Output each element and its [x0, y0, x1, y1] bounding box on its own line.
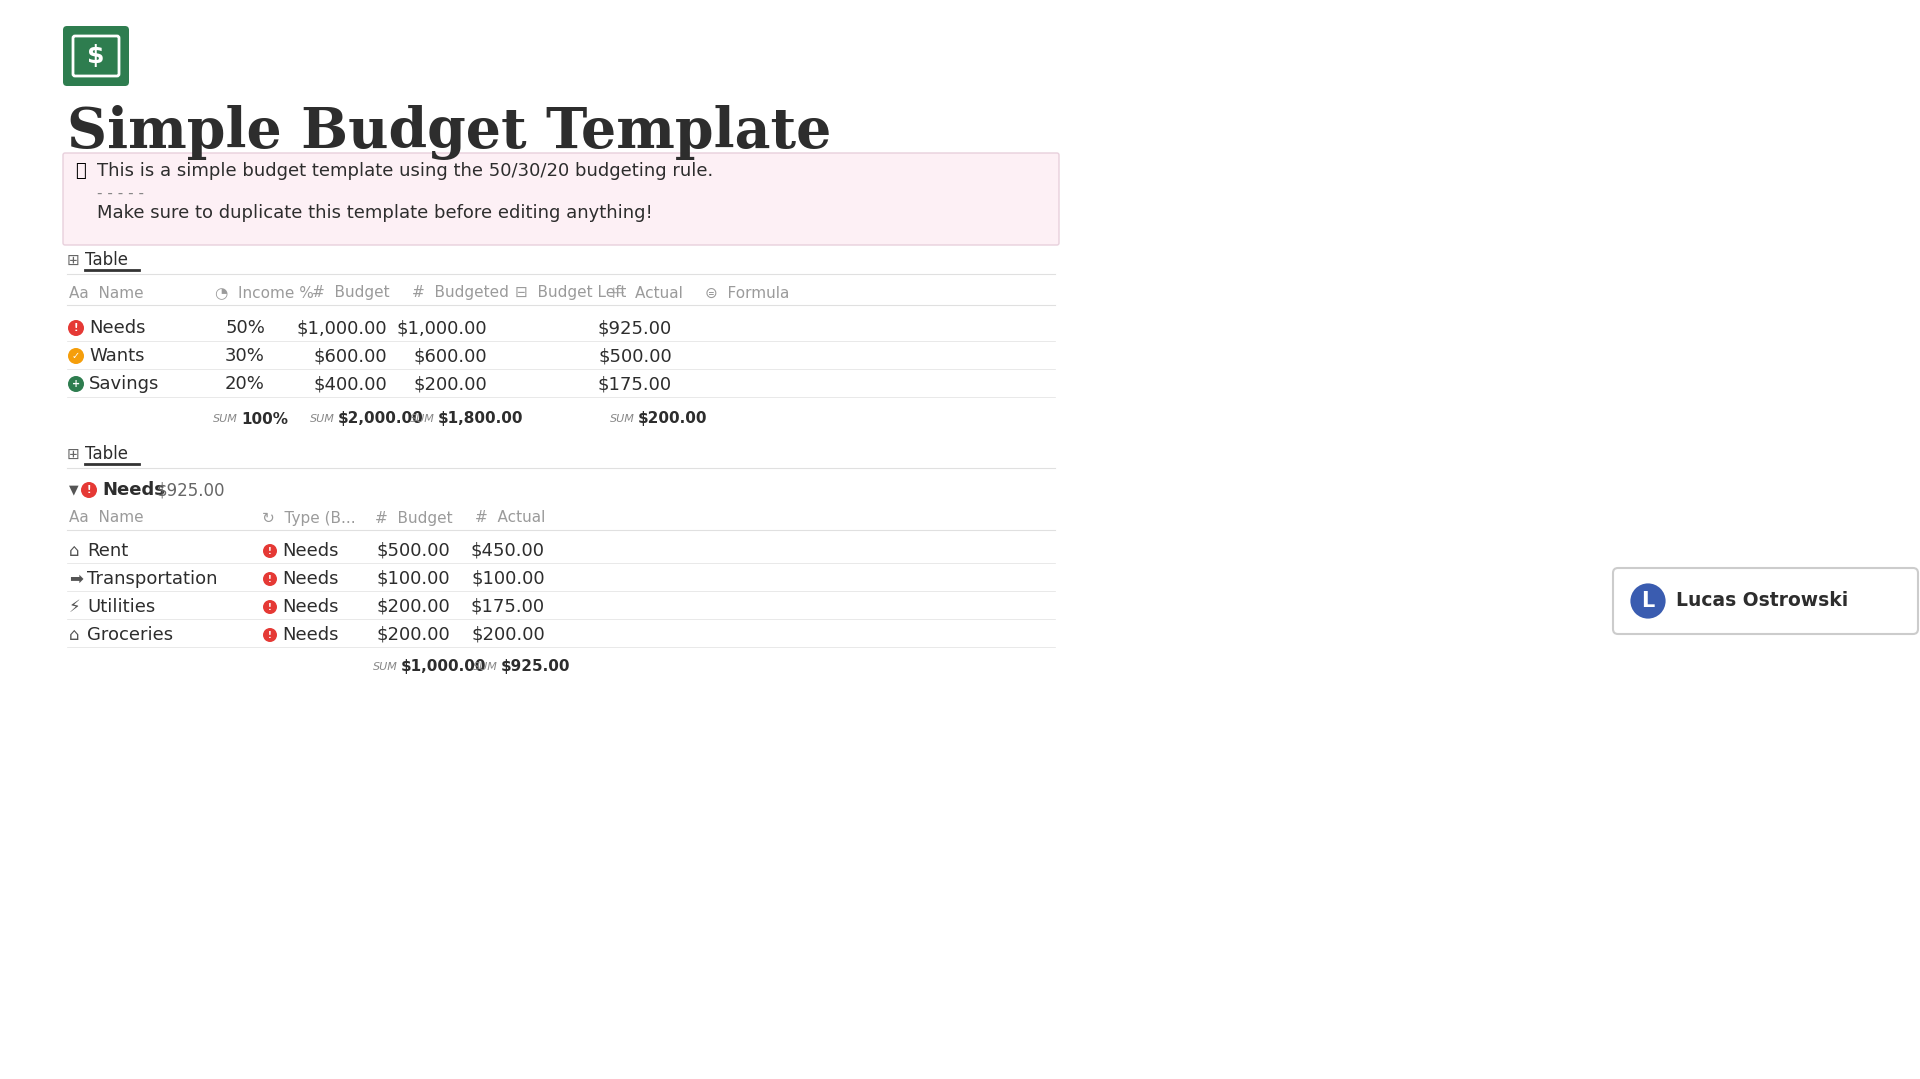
Text: Needs: Needs [282, 598, 338, 616]
Text: $200.00: $200.00 [376, 598, 449, 616]
Text: Needs: Needs [282, 626, 338, 644]
Text: SUM: SUM [472, 663, 497, 672]
FancyBboxPatch shape [1613, 568, 1918, 634]
Text: $175.00: $175.00 [597, 375, 672, 393]
Text: $925.00: $925.00 [597, 319, 672, 337]
Circle shape [263, 600, 276, 614]
Text: Transportation: Transportation [86, 570, 217, 588]
Text: SUM: SUM [411, 414, 434, 424]
Text: ⊞: ⊞ [67, 447, 81, 462]
Text: !: ! [269, 546, 273, 556]
Text: 100%: 100% [242, 411, 288, 426]
FancyBboxPatch shape [63, 26, 129, 86]
Text: 20%: 20% [225, 375, 265, 393]
Circle shape [263, 572, 276, 586]
Text: $1,800.00: $1,800.00 [438, 411, 524, 426]
Text: #  Actual: # Actual [474, 510, 545, 525]
Text: Make sure to duplicate this template before editing anything!: Make sure to duplicate this template bef… [98, 204, 653, 222]
Text: Table: Table [84, 251, 129, 269]
Text: $450.00: $450.00 [470, 542, 545, 560]
Text: ⊜  Formula: ⊜ Formula [705, 286, 789, 300]
Text: 50%: 50% [225, 319, 265, 337]
Text: $2,000.00: $2,000.00 [338, 411, 424, 426]
Circle shape [81, 482, 98, 498]
Text: SUM: SUM [309, 414, 334, 424]
Text: Needs: Needs [88, 319, 146, 337]
Text: $600.00: $600.00 [313, 347, 388, 365]
Circle shape [67, 320, 84, 336]
Text: !: ! [269, 630, 273, 640]
Text: ⌂: ⌂ [69, 542, 79, 560]
Text: ⊞: ⊞ [67, 252, 81, 268]
Text: $100.00: $100.00 [376, 570, 449, 588]
Text: Aa  Name: Aa Name [69, 286, 144, 300]
Circle shape [1628, 582, 1667, 620]
Text: ⚡: ⚡ [69, 598, 81, 616]
Text: $1,000.00: $1,000.00 [396, 319, 488, 337]
Text: Table: Table [84, 445, 129, 463]
Text: Wants: Wants [88, 347, 144, 365]
Text: !: ! [73, 323, 79, 333]
Text: 🔖: 🔖 [75, 162, 86, 180]
Text: $500.00: $500.00 [376, 542, 449, 560]
Text: $600.00: $600.00 [413, 347, 488, 365]
Circle shape [263, 628, 276, 642]
Text: ⌂: ⌂ [69, 626, 79, 644]
Circle shape [263, 544, 276, 558]
Text: Utilities: Utilities [86, 598, 156, 616]
Text: Needs: Needs [282, 542, 338, 560]
Text: $200.00: $200.00 [376, 626, 449, 644]
Text: !: ! [269, 602, 273, 612]
Text: +: + [71, 379, 81, 390]
Text: $100.00: $100.00 [472, 570, 545, 588]
Text: Aa  Name: Aa Name [69, 510, 144, 525]
Text: #  Budgeted: # Budgeted [413, 286, 509, 300]
Text: L: L [1642, 591, 1655, 611]
Text: SUM: SUM [611, 414, 636, 424]
Text: $1,000.00: $1,000.00 [296, 319, 388, 337]
Text: SUM: SUM [372, 663, 397, 672]
Circle shape [67, 349, 84, 364]
Text: $175.00: $175.00 [470, 598, 545, 616]
Text: ↻  Type (B...: ↻ Type (B... [261, 510, 355, 525]
Text: $400.00: $400.00 [313, 375, 388, 393]
Text: ▼: ▼ [69, 483, 79, 496]
Text: ⊢  Actual: ⊢ Actual [612, 286, 684, 300]
Text: $200.00: $200.00 [637, 411, 707, 426]
Text: 30%: 30% [225, 347, 265, 365]
Text: !: ! [86, 484, 92, 495]
Text: $200.00: $200.00 [413, 375, 488, 393]
Text: This is a simple budget template using the 50/30/20 budgeting rule.: This is a simple budget template using t… [98, 162, 712, 180]
Text: Simple Budget Template: Simple Budget Template [67, 105, 831, 160]
Text: Lucas Ostrowski: Lucas Ostrowski [1676, 591, 1849, 611]
Text: Needs: Needs [102, 481, 165, 498]
Text: $500.00: $500.00 [599, 347, 672, 365]
Circle shape [67, 375, 84, 392]
Text: Groceries: Groceries [86, 626, 173, 644]
Text: - - - - -: - - - - - [98, 186, 144, 201]
Text: $200.00: $200.00 [470, 626, 545, 644]
Text: #  Budget: # Budget [311, 286, 390, 300]
Text: ➡: ➡ [69, 570, 83, 588]
Text: Rent: Rent [86, 542, 129, 560]
Text: SUM: SUM [213, 414, 238, 424]
Text: ⊟  Budget Left: ⊟ Budget Left [515, 286, 626, 300]
FancyBboxPatch shape [63, 153, 1060, 245]
Text: $925.00: $925.00 [157, 481, 225, 498]
Text: !: ! [269, 574, 273, 584]
Text: Needs: Needs [282, 570, 338, 588]
Text: $1,000.00: $1,000.00 [401, 659, 486, 674]
Text: #  Budget: # Budget [374, 510, 453, 525]
Text: $: $ [86, 44, 106, 68]
Text: ✓: ✓ [71, 351, 81, 361]
Text: Savings: Savings [88, 375, 159, 393]
Text: ◔  Income %: ◔ Income % [215, 286, 313, 300]
Text: $925.00: $925.00 [501, 659, 570, 674]
